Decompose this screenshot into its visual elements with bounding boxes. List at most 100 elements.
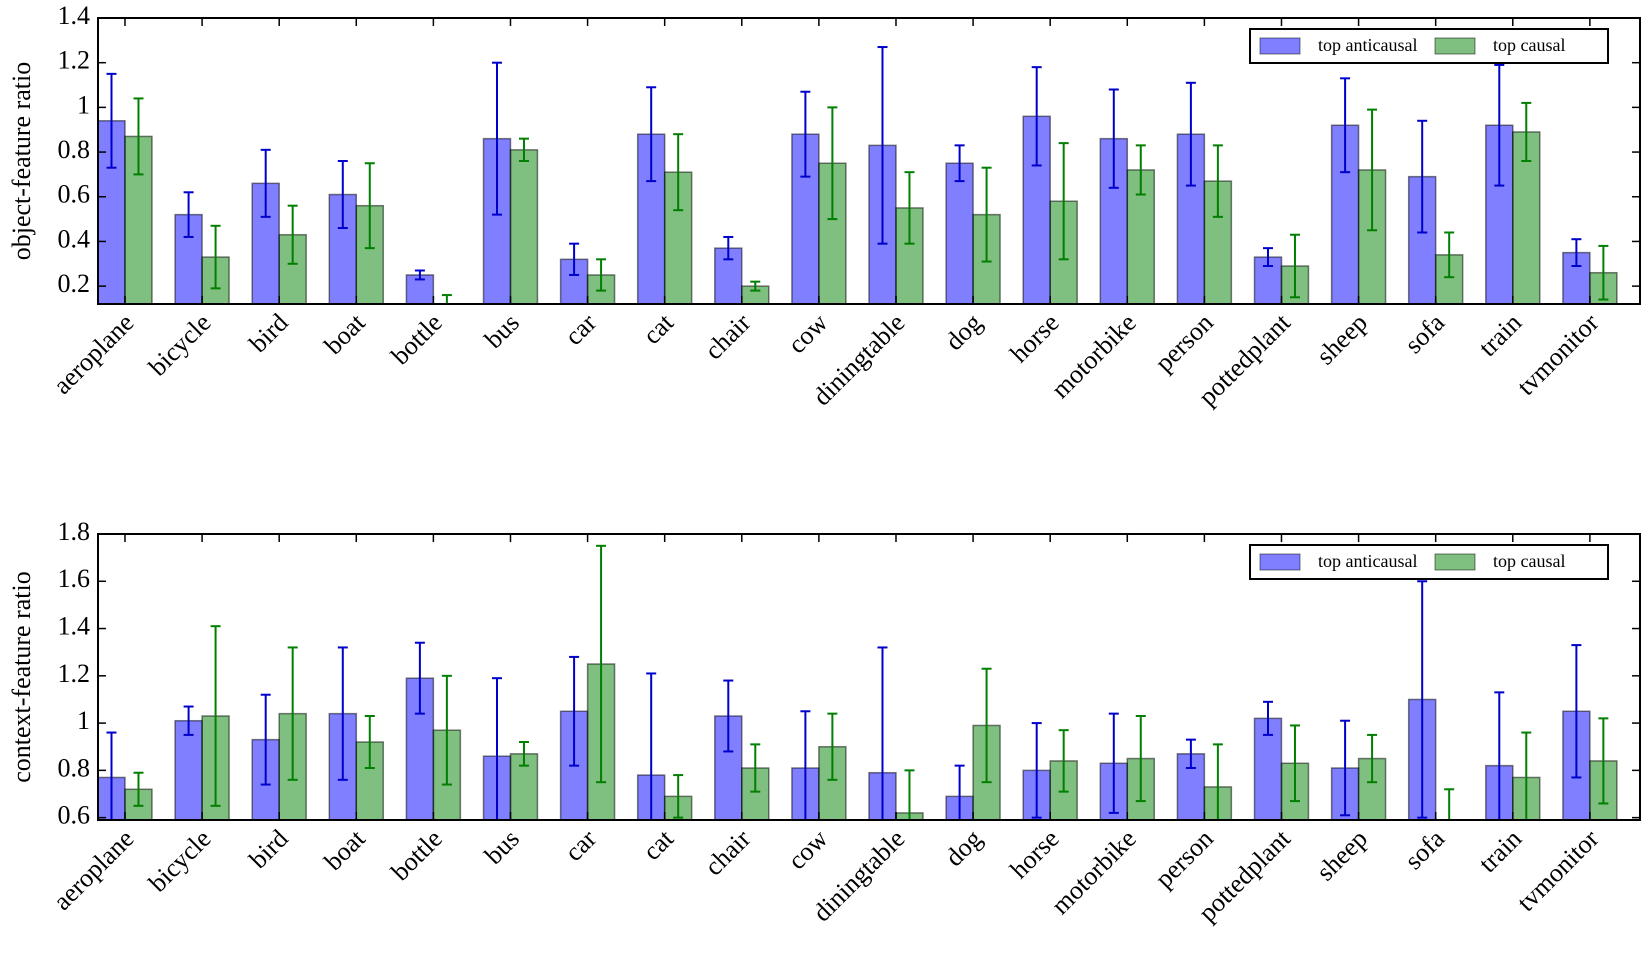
error-bar	[877, 46, 888, 245]
x-tick-label: horse	[1004, 308, 1064, 368]
error-bar	[337, 646, 348, 781]
error-bar	[414, 641, 425, 715]
error-bar	[1521, 101, 1532, 162]
error-bar	[723, 679, 734, 753]
legend-swatch	[1259, 37, 1301, 55]
x-tick-label: bird	[244, 308, 294, 358]
error-bar	[981, 166, 992, 263]
error-bar	[1494, 63, 1505, 187]
error-bar	[646, 672, 657, 820]
x-tick-label: boat	[319, 823, 372, 876]
error-bar	[287, 204, 298, 265]
x-tick-label: bird	[244, 824, 294, 874]
x-tick-label: sheep	[1311, 308, 1373, 370]
x-tick-label: bottle	[385, 308, 447, 370]
x-tick-label: cat	[637, 823, 679, 865]
legend-label: top anticausal	[1318, 551, 1417, 571]
x-tick-label: aeroplane	[47, 824, 139, 916]
error-bar	[441, 294, 452, 304]
error-bar	[364, 715, 375, 769]
error-bar	[260, 148, 271, 218]
error-bar	[1444, 231, 1455, 279]
y-tick-label: 0.6	[58, 180, 91, 209]
y-axis-label: object-feature ratio	[7, 62, 36, 261]
error-bar	[133, 97, 144, 176]
x-tick-label: bus	[479, 308, 525, 354]
error-bar	[596, 544, 607, 784]
error-bar	[1571, 238, 1582, 268]
error-bar	[1367, 733, 1378, 784]
x-tick-label: horse	[1004, 824, 1064, 884]
error-bar	[596, 258, 607, 292]
legend: top anticausal top causal	[1249, 28, 1609, 64]
error-bar	[1289, 233, 1300, 299]
error-bar	[904, 171, 915, 245]
error-bar	[1212, 743, 1223, 820]
error-bar	[106, 731, 117, 820]
y-tick-label: 1.8	[58, 517, 91, 546]
error-bar	[1444, 788, 1455, 820]
error-bar	[210, 625, 221, 807]
error-bar	[750, 743, 761, 793]
x-tick-label: train	[1473, 824, 1527, 878]
error-bar	[491, 61, 502, 216]
error-bar	[441, 674, 452, 786]
error-bar	[723, 235, 734, 261]
x-tick-label: tvmonitor	[1511, 308, 1604, 401]
x-tick-label: bicycle	[143, 824, 217, 898]
y-tick-label: 1.6	[58, 564, 91, 593]
y-axis-label: context-feature ratio	[7, 571, 36, 783]
error-bar	[106, 72, 117, 169]
error-bar	[1108, 712, 1119, 814]
legend-label: top causal	[1493, 551, 1565, 571]
x-tick-label: chair	[699, 824, 756, 881]
bar	[509, 149, 539, 304]
error-bar	[1135, 144, 1146, 196]
x-tick-label: car	[559, 824, 602, 867]
x-tick-label: motorbike	[1046, 308, 1142, 404]
error-bar	[1598, 244, 1609, 301]
plot-area	[98, 46, 1618, 304]
error-bar	[1494, 691, 1505, 820]
error-bar	[1262, 247, 1273, 268]
bar	[174, 719, 203, 820]
error-bar	[210, 224, 221, 290]
error-bar	[1417, 580, 1428, 819]
error-bar	[827, 106, 838, 221]
x-tick-label: sofa	[1399, 824, 1450, 875]
error-bar	[954, 764, 965, 820]
error-bar	[1598, 717, 1609, 805]
error-bar	[1289, 724, 1300, 803]
x-tick-label: tvmonitor	[1511, 824, 1604, 917]
error-bar	[337, 160, 348, 230]
bar	[945, 162, 974, 304]
y-tick-label: 1	[77, 706, 90, 735]
legend-frame	[1249, 28, 1609, 64]
error-bar	[183, 191, 194, 238]
error-bar	[1058, 142, 1069, 261]
error-bar	[414, 269, 425, 281]
error-bar	[491, 677, 502, 820]
x-tick-label: cow	[782, 308, 833, 359]
error-bar	[364, 162, 375, 250]
y-tick-label: 1.4	[58, 1, 91, 30]
x-tick-label: person	[1149, 308, 1219, 378]
error-bar	[800, 710, 811, 820]
error-bar	[1340, 77, 1351, 174]
x-tick-label: dog	[939, 308, 987, 356]
y-tick-label: 1	[77, 90, 90, 119]
x-tick-label: train	[1473, 308, 1527, 362]
x-tick-label: person	[1149, 824, 1219, 894]
x-tick-label: boat	[319, 307, 372, 360]
y-tick-label: 1.2	[58, 46, 91, 75]
error-bar	[1262, 700, 1273, 736]
y-tick-label: 1.2	[58, 659, 91, 688]
error-bar	[673, 133, 684, 212]
axes-frame	[97, 533, 1641, 821]
legend-frame	[1249, 544, 1609, 580]
y-tick-label: 0.2	[58, 269, 91, 298]
x-tick-label: aeroplane	[47, 308, 139, 400]
error-bar	[827, 712, 838, 781]
